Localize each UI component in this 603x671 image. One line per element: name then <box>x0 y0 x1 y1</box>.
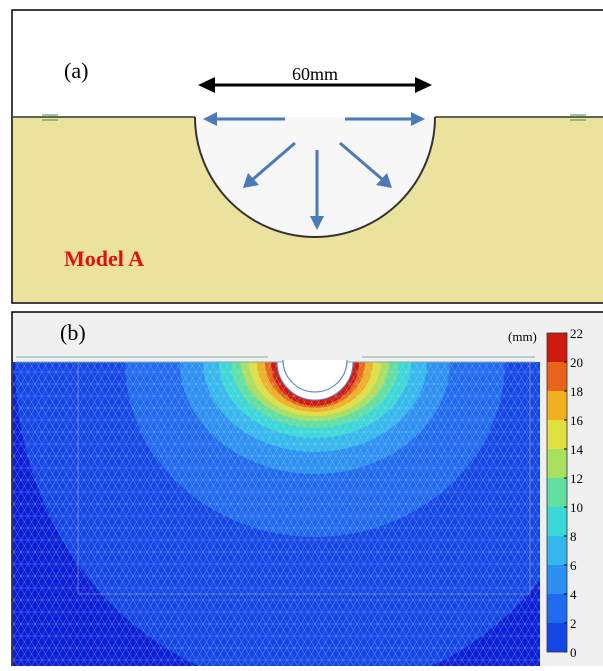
colorbar-segment <box>547 391 567 420</box>
colorbar-segment <box>547 594 567 623</box>
colorbar-segment <box>547 449 567 478</box>
colorbar-label: 22 <box>570 326 583 341</box>
dimension-label: 60mm <box>292 64 338 84</box>
colorbar-label: 16 <box>570 413 584 428</box>
colorbar-label: 12 <box>570 471 583 486</box>
colorbar-segment <box>547 565 567 594</box>
unit-label: (mm) <box>508 329 537 344</box>
colorbar-label: 0 <box>570 645 577 660</box>
colorbar-label: 6 <box>570 558 577 573</box>
colorbar-segment <box>547 623 567 652</box>
colorbar-segment <box>547 333 567 362</box>
colorbar-label: 20 <box>570 355 583 370</box>
colorbar-label: 18 <box>570 384 583 399</box>
colorbar-segment <box>547 362 567 391</box>
model-label: Model A <box>64 246 144 271</box>
panel-label: (b) <box>60 320 86 345</box>
colorbar-label: 14 <box>570 442 584 457</box>
colorbar-label: 2 <box>570 616 577 631</box>
colorbar-label: 10 <box>570 500 583 515</box>
colorbar-label: 4 <box>570 587 577 602</box>
colorbar-segment <box>547 507 567 536</box>
figure: (a) 60mm Model A (b) (mm) 0 2 4 6 8 10 12 14 16 1… <box>0 0 603 666</box>
panel-label: (a) <box>64 58 88 83</box>
colorbar-label: 8 <box>570 529 577 544</box>
panel-a: (a) 60mm Model A <box>12 10 603 303</box>
colorbar-segment <box>547 478 567 507</box>
colorbar-segment <box>547 536 567 565</box>
colorbar-segment <box>547 420 567 449</box>
